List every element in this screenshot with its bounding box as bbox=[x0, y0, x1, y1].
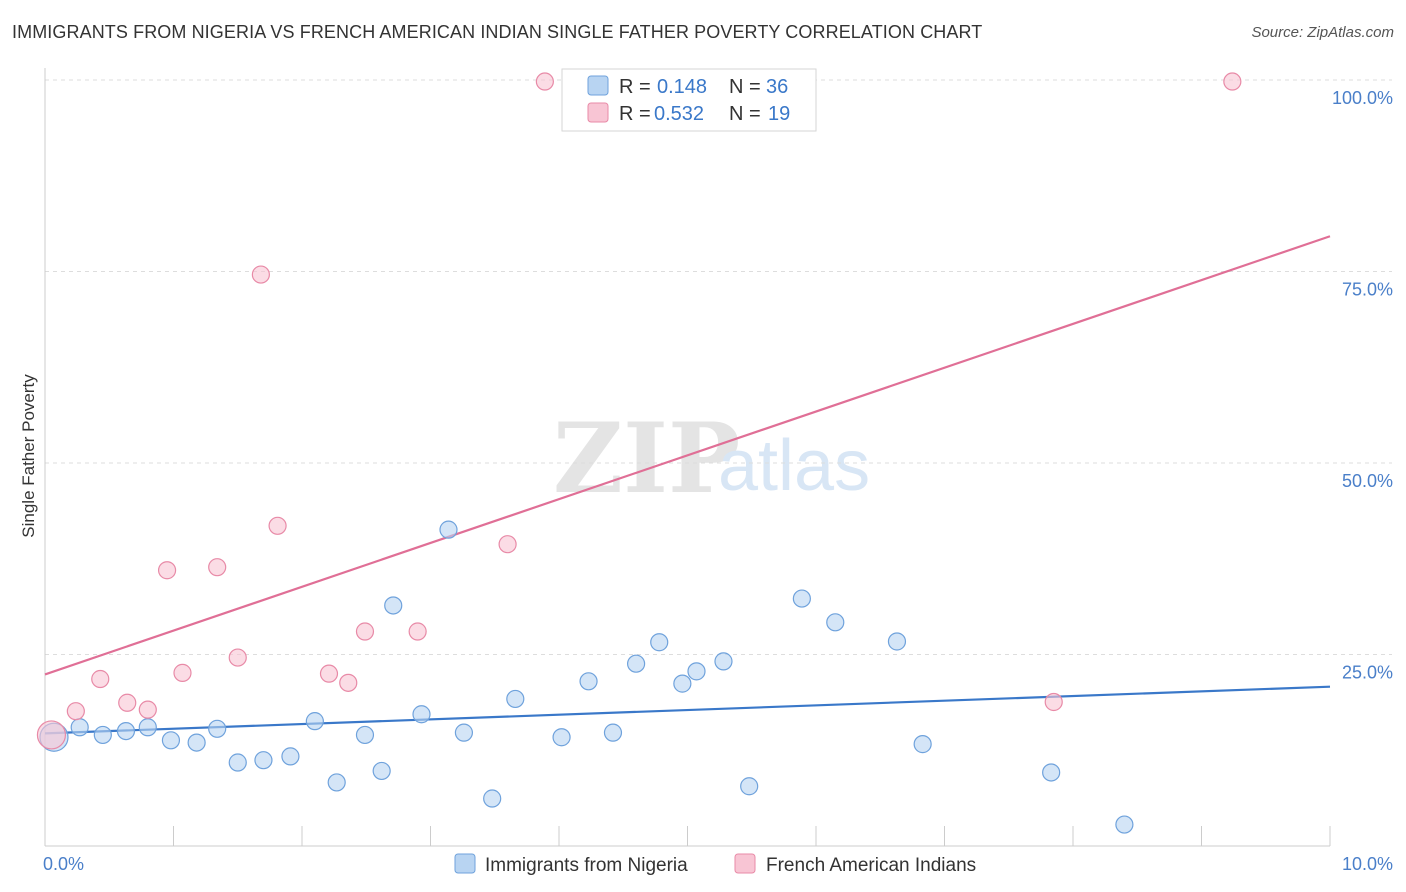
x-tick-label: 10.0% bbox=[1342, 854, 1393, 874]
data-point-pink bbox=[1044, 692, 1063, 712]
legend-n-label: N = bbox=[729, 76, 761, 98]
y-axis-title: Single Father Poverty bbox=[19, 374, 38, 538]
watermark-atlas: atlas bbox=[718, 426, 870, 506]
data-point-pink bbox=[355, 622, 375, 641]
legend-r-value: 0.148 bbox=[657, 76, 707, 98]
data-point-blue bbox=[913, 735, 932, 754]
data-point-blue bbox=[483, 789, 502, 808]
data-point-blue bbox=[1115, 815, 1134, 834]
watermark-zip: ZIP bbox=[553, 402, 740, 515]
axes: 25.0% 50.0% 75.0% 100.0% 0.0% 10.0% bbox=[43, 68, 1393, 874]
y-tick-label: 25.0% bbox=[1342, 663, 1393, 683]
data-point-pink bbox=[408, 622, 427, 641]
series-legend-label: Immigrants from Nigeria bbox=[485, 855, 688, 876]
trend-line-pink bbox=[44, 235, 1331, 676]
data-point-blue bbox=[70, 718, 89, 737]
data-point-blue bbox=[792, 589, 811, 608]
data-point-blue bbox=[327, 773, 346, 792]
data-point-blue bbox=[887, 632, 907, 651]
data-point-pink bbox=[339, 673, 358, 692]
data-point-pink bbox=[535, 72, 554, 91]
data-point-blue bbox=[412, 705, 431, 724]
data-point-blue bbox=[650, 633, 669, 652]
data-point-pink bbox=[157, 561, 177, 580]
data-point-pink bbox=[228, 648, 247, 667]
y-tick-label: 100.0% bbox=[1332, 88, 1393, 108]
trend-lines bbox=[44, 235, 1331, 735]
data-point-pink bbox=[1223, 72, 1242, 91]
data-point-pink bbox=[251, 265, 270, 284]
grid-lines bbox=[45, 79, 1392, 655]
data-point-blue bbox=[603, 723, 623, 742]
data-point-blue bbox=[687, 662, 706, 681]
data-point-blue bbox=[826, 613, 845, 632]
data-point-blue bbox=[208, 719, 227, 738]
data-point-blue bbox=[355, 725, 375, 745]
legend-swatch-blue bbox=[587, 75, 609, 96]
data-point-blue bbox=[305, 712, 324, 731]
data-point-blue bbox=[626, 654, 646, 673]
data-point-blue bbox=[454, 723, 474, 742]
chart-title: IMMIGRANTS FROM NIGERIA VS FRENCH AMERIC… bbox=[12, 22, 983, 42]
data-point-pink bbox=[498, 535, 517, 554]
data-point-pink bbox=[268, 516, 287, 535]
data-point-pink bbox=[173, 663, 192, 682]
data-point-pink bbox=[36, 720, 67, 750]
data-points bbox=[36, 72, 1242, 834]
data-point-pink bbox=[118, 693, 137, 712]
data-point-blue bbox=[372, 761, 391, 781]
legend-n-value: 19 bbox=[768, 103, 790, 125]
data-point-blue bbox=[579, 672, 598, 691]
data-point-blue bbox=[254, 751, 273, 770]
data-point-blue bbox=[552, 728, 571, 747]
series-legend-swatch-pink bbox=[734, 853, 756, 874]
data-point-pink bbox=[66, 702, 85, 721]
data-point-pink bbox=[319, 664, 339, 683]
x-tick-label: 0.0% bbox=[43, 854, 84, 874]
y-tick-label: 75.0% bbox=[1342, 280, 1393, 300]
legend-n-label: N = bbox=[729, 103, 761, 125]
legend-r-value: 0.532 bbox=[654, 103, 704, 125]
series-legend-swatch-blue bbox=[454, 853, 476, 874]
watermark: ZIP atlas bbox=[553, 402, 870, 515]
data-point-blue bbox=[228, 753, 247, 772]
data-point-blue bbox=[673, 674, 692, 693]
data-point-blue bbox=[439, 520, 458, 539]
data-point-blue bbox=[138, 718, 157, 737]
trend-line-blue bbox=[44, 685, 1331, 735]
data-point-pink bbox=[91, 669, 110, 689]
data-point-blue bbox=[93, 725, 112, 745]
data-point-blue bbox=[187, 733, 206, 752]
data-point-blue bbox=[506, 689, 525, 709]
data-point-pink bbox=[208, 558, 227, 577]
series-legend: Immigrants from Nigeria French American … bbox=[454, 853, 976, 876]
legend-r-label: R = bbox=[619, 103, 651, 125]
legend-r-label: R = bbox=[619, 76, 651, 98]
chart-source: Source: ZipAtlas.com bbox=[1251, 24, 1394, 41]
correlation-legend: R = 0.148 N = 36 R = 0.532 N = 19 bbox=[561, 68, 817, 132]
data-point-blue bbox=[281, 747, 300, 766]
legend-n-value: 36 bbox=[766, 76, 788, 98]
data-point-pink bbox=[138, 700, 157, 719]
data-point-blue bbox=[116, 721, 136, 741]
legend-swatch-pink bbox=[587, 102, 609, 123]
data-point-blue bbox=[161, 731, 181, 750]
data-point-blue bbox=[740, 777, 759, 796]
data-point-blue bbox=[714, 652, 733, 671]
y-tick-label: 50.0% bbox=[1342, 471, 1393, 491]
series-legend-label: French American Indians bbox=[766, 855, 976, 876]
data-point-blue bbox=[384, 596, 403, 615]
data-point-blue bbox=[1042, 763, 1061, 782]
